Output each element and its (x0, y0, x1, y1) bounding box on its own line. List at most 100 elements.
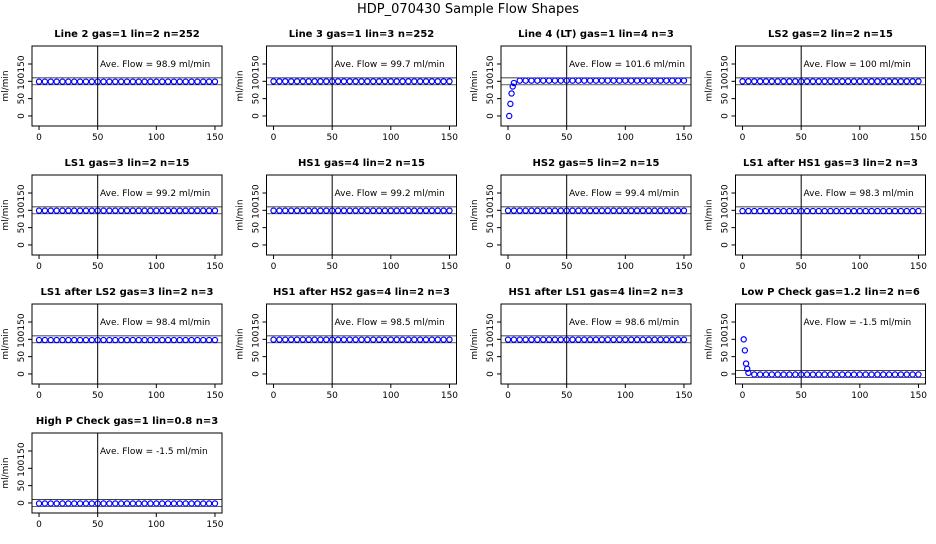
data-point (610, 207, 617, 214)
data-point (645, 77, 652, 84)
data-point (821, 78, 828, 85)
panel-title: HS1 after LS1 gas=4 lin=2 n=3 (508, 287, 683, 298)
data-point (616, 207, 623, 214)
annotation: Ave. Flow = 99.2 ml/min (100, 189, 210, 199)
y-tick-label: 100 (17, 201, 27, 218)
data-point (446, 78, 453, 85)
data-point (839, 78, 846, 85)
data-point (868, 78, 875, 85)
data-point (739, 78, 746, 85)
data-point (545, 77, 553, 84)
data-point (123, 336, 131, 344)
data-point (153, 336, 160, 344)
data-point (317, 78, 324, 85)
data-point (434, 78, 441, 85)
data-point (170, 78, 178, 85)
data-point (792, 207, 799, 215)
data-point (897, 207, 905, 215)
data-point (176, 78, 183, 85)
data-point (428, 78, 436, 85)
annotation: Ave. Flow = 98.3 ml/min (804, 189, 914, 199)
data-point (370, 78, 377, 85)
data-point (844, 78, 852, 85)
data-point (416, 336, 424, 343)
data-point (112, 207, 119, 214)
data-point (569, 207, 576, 214)
data-point (100, 336, 107, 344)
data-point (47, 207, 54, 214)
plot-frame (500, 174, 692, 256)
x-tick-label: 50 (92, 133, 104, 143)
panel-title: Low P Check gas=1.2 lin=2 n=6 (741, 287, 920, 298)
data-point (598, 77, 606, 84)
data-point (909, 207, 916, 215)
data-point (586, 77, 594, 84)
data-point (739, 207, 746, 215)
data-point (129, 500, 137, 507)
y-tick-label: 50 (17, 93, 27, 105)
y-axis-label: ml/min (236, 199, 246, 230)
x-tick-label: 50 (326, 391, 338, 401)
y-tick-label: 0 (486, 242, 496, 248)
data-point (850, 78, 858, 85)
data-point (393, 207, 400, 214)
data-point (604, 207, 611, 214)
data-point (370, 207, 377, 214)
data-point (809, 207, 817, 215)
data-point (774, 371, 781, 378)
data-point (651, 207, 658, 214)
data-point (82, 500, 90, 507)
panel: High P Check gas=1 lin=0.8 n=3 ml/min 0 50 1… (1, 416, 224, 530)
data-point (182, 336, 189, 344)
y-axis-label: ml/min (470, 199, 480, 230)
data-point (809, 371, 817, 378)
panel: HS1 after LS1 gas=4 lin=2 n=3 ml/min 0 50 10… (470, 287, 693, 401)
data-point (65, 78, 72, 85)
data-point (270, 78, 277, 85)
data-point (915, 207, 922, 215)
annotation: Ave. Flow = 99.2 ml/min (335, 189, 445, 199)
data-point (663, 336, 670, 343)
data-point (205, 78, 213, 85)
data-point (428, 336, 436, 343)
data-point (88, 78, 96, 85)
annotation: Ave. Flow = 98.5 ml/min (335, 318, 445, 328)
y-axis-label: ml/min (236, 328, 246, 359)
data-point (35, 500, 43, 507)
y-tick-label: 150 (252, 313, 262, 330)
x-tick-label: 100 (148, 391, 165, 401)
data-point (610, 336, 617, 343)
data-point (627, 336, 635, 343)
y-tick-label: 0 (17, 500, 27, 506)
data-point (317, 207, 324, 214)
x-tick-label: 0 (271, 262, 277, 272)
panel: LS1 after HS1 gas=3 lin=2 n=3 ml/min 0 50 10… (705, 158, 928, 272)
data-point (170, 500, 178, 507)
data-point (135, 207, 142, 214)
data-point (833, 371, 840, 378)
data-point (282, 336, 289, 343)
y-tick-label: 0 (721, 242, 731, 248)
data-point (592, 207, 600, 214)
data-point (522, 336, 529, 343)
data-point (387, 78, 395, 85)
data-point (586, 336, 594, 343)
data-point (117, 78, 125, 85)
y-tick-label: 50 (721, 93, 731, 105)
data-point (827, 207, 834, 215)
data-point (639, 207, 647, 214)
data-point (540, 77, 547, 84)
data-point (446, 336, 453, 343)
data-point (868, 207, 875, 215)
y-tick-label: 150 (486, 313, 496, 330)
data-point (751, 371, 758, 378)
data-point (135, 336, 142, 344)
data-point (897, 371, 905, 378)
data-point (534, 207, 541, 214)
data-point (399, 207, 406, 214)
data-point (358, 336, 365, 343)
data-point (381, 336, 389, 343)
data-point (276, 207, 283, 214)
data-point (622, 77, 629, 84)
